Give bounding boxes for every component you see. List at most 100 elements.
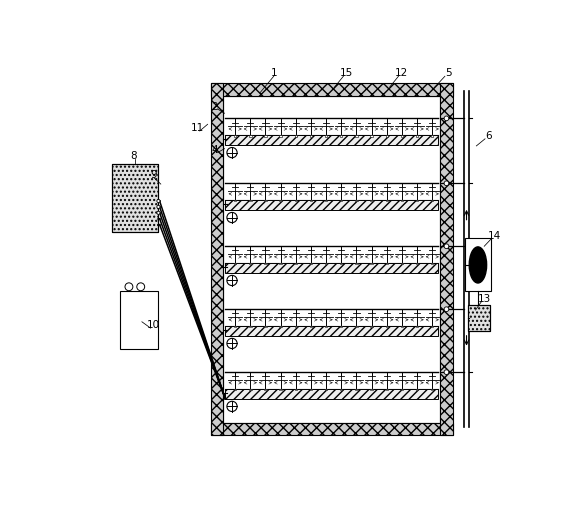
Circle shape — [227, 338, 237, 349]
Bar — [370, 389, 373, 390]
Bar — [464, 238, 491, 291]
Bar — [295, 263, 297, 264]
Bar — [249, 326, 252, 328]
Bar — [468, 305, 490, 331]
Bar — [370, 326, 373, 328]
Bar — [225, 389, 438, 399]
Bar — [223, 96, 440, 423]
Bar — [234, 135, 237, 136]
Bar — [370, 135, 373, 136]
Bar — [280, 200, 282, 201]
Bar — [416, 263, 418, 264]
Bar — [280, 326, 282, 328]
Bar — [310, 263, 312, 264]
Bar — [280, 263, 282, 264]
Bar — [325, 200, 327, 201]
Bar — [234, 389, 237, 390]
Text: 14: 14 — [488, 231, 500, 241]
Text: 8: 8 — [131, 151, 137, 161]
Bar — [265, 200, 267, 201]
Bar — [401, 200, 403, 201]
Ellipse shape — [469, 247, 486, 283]
Bar — [112, 164, 158, 233]
Bar — [310, 326, 312, 328]
Bar — [355, 326, 357, 328]
Bar — [416, 389, 418, 390]
Bar — [249, 263, 252, 264]
Bar — [355, 263, 357, 264]
Bar — [225, 135, 438, 145]
Bar — [225, 263, 438, 272]
Bar — [325, 389, 327, 390]
Bar — [120, 291, 158, 349]
Bar — [265, 263, 267, 264]
Bar — [310, 135, 312, 136]
Bar — [234, 200, 237, 201]
Text: 11: 11 — [190, 123, 204, 133]
Circle shape — [227, 148, 237, 158]
Circle shape — [444, 244, 449, 249]
Bar — [385, 326, 388, 328]
Bar — [355, 135, 357, 136]
Text: 13: 13 — [478, 294, 491, 305]
Bar — [385, 389, 388, 390]
Bar — [340, 135, 342, 136]
Circle shape — [444, 181, 449, 185]
Bar — [340, 263, 342, 264]
Bar — [370, 200, 373, 201]
Text: 4: 4 — [211, 145, 218, 155]
Bar — [280, 389, 282, 390]
Circle shape — [125, 283, 133, 291]
Bar — [211, 423, 453, 435]
Bar — [416, 200, 418, 201]
Circle shape — [444, 116, 449, 121]
Bar — [431, 326, 433, 328]
Bar — [325, 135, 327, 136]
Bar — [401, 263, 403, 264]
Bar — [295, 389, 297, 390]
Text: 1: 1 — [270, 68, 277, 78]
Bar — [401, 326, 403, 328]
Bar — [468, 305, 490, 331]
Bar — [416, 135, 418, 136]
Bar — [265, 389, 267, 390]
Bar — [234, 263, 237, 264]
Text: 10: 10 — [147, 320, 160, 330]
Circle shape — [227, 401, 237, 411]
Bar — [385, 135, 388, 136]
Bar — [431, 389, 433, 390]
Circle shape — [157, 211, 160, 215]
Bar — [211, 83, 453, 96]
Circle shape — [157, 199, 160, 202]
Bar — [340, 389, 342, 390]
Bar — [249, 135, 252, 136]
Bar — [385, 263, 388, 264]
Text: 5: 5 — [445, 68, 451, 78]
Circle shape — [157, 205, 160, 208]
Bar — [325, 263, 327, 264]
Circle shape — [444, 307, 449, 312]
Text: 15: 15 — [340, 68, 353, 78]
Bar — [112, 164, 158, 233]
Circle shape — [137, 283, 145, 291]
Bar — [234, 326, 237, 328]
Circle shape — [444, 370, 449, 375]
Text: 6: 6 — [485, 131, 492, 141]
Bar — [280, 135, 282, 136]
Bar — [340, 326, 342, 328]
Bar — [401, 135, 403, 136]
Circle shape — [227, 275, 237, 286]
Bar — [325, 326, 327, 328]
Text: 9: 9 — [151, 171, 157, 180]
Bar — [370, 263, 373, 264]
Bar — [355, 389, 357, 390]
Bar — [225, 200, 438, 210]
Bar — [440, 83, 453, 435]
Bar — [265, 326, 267, 328]
Bar — [295, 135, 297, 136]
Text: 12: 12 — [395, 68, 408, 78]
Bar — [310, 389, 312, 390]
Bar — [295, 326, 297, 328]
Bar — [340, 200, 342, 201]
Bar — [249, 200, 252, 201]
